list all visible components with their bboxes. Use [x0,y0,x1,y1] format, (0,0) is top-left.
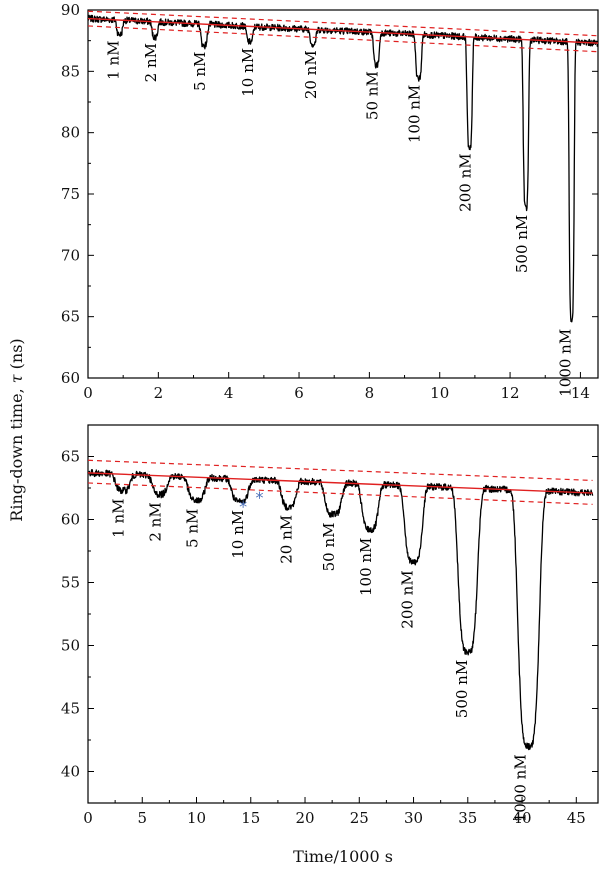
asterisk-marker: * [239,497,247,516]
y-tick-label: 60 [61,369,80,387]
upper-band-line [87,459,593,482]
upper-band-line [87,10,599,37]
y-tick-label: 40 [61,763,80,781]
y-tick-label: 65 [61,448,80,466]
concentration-label: 10 nM [239,48,257,97]
signal-trace [87,14,599,323]
x-tick-label: 35 [458,809,477,827]
x-axis-title: Time/1000 s [293,847,393,866]
concentration-label: 1 nM [110,499,128,538]
plot-frame [87,424,599,804]
x-tick-label: 5 [137,809,147,827]
concentration-label: 50 nM [320,523,338,572]
x-tick-label: 4 [224,384,234,402]
y-tick-label: 90 [61,1,80,19]
concentration-label: 5 nM [184,509,202,548]
x-tick-label: 6 [294,384,304,402]
x-tick-label: 20 [295,809,314,827]
x-tick-label: 14 [571,384,590,402]
concentration-label: 1000 nM [512,754,530,822]
concentration-label: 5 nM [191,52,209,91]
concentration-label: 2 nM [142,43,160,82]
concentration-label: 100 nM [406,85,424,143]
x-tick-label: 2 [154,384,164,402]
concentration-label: 500 nM [453,660,471,718]
y-tick-label: 65 [61,308,80,326]
x-tick-label: 30 [404,809,423,827]
y-tick-label: 85 [61,62,80,80]
concentration-label: 20 nM [278,515,296,564]
baseline-fit-line [87,472,593,494]
plot-frame [87,9,599,379]
concentration-label: 200 nM [399,570,417,628]
concentration-label: 100 nM [357,538,375,596]
y-tick-label: 55 [61,574,80,592]
concentration-label: 500 nM [513,215,531,273]
concentration-label: 1 nM [105,41,123,80]
x-tick-label: 10 [430,384,449,402]
baseline-fit-line [87,17,599,44]
x-tick-label: 45 [567,809,586,827]
lower-band-line [87,25,599,53]
concentration-label: 2 nM [147,502,165,541]
x-tick-label: 15 [241,809,260,827]
x-tick-label: 0 [83,384,93,402]
x-tick-label: 0 [83,809,93,827]
y-axis-title: Ring-down time, τ (ns) [7,338,26,521]
concentration-label: 20 nM [302,50,320,99]
y-tick-label: 50 [61,637,80,655]
top-panel: 60 65 70 75 80 85 90 0 2 4 6 8 10 12 14 1 nM 2 nM 5 nM 10 … [61,1,599,402]
y-tick-label: 75 [61,185,80,203]
x-tick-label: 10 [187,809,206,827]
x-tick-label: 25 [350,809,369,827]
concentration-label: 50 nM [363,71,381,120]
y-tick-label: 60 [61,511,80,529]
x-tick-label: 40 [512,809,531,827]
y-tick-label: 80 [61,124,80,142]
y-tick-label: 70 [61,246,80,264]
concentration-label: 1000 nM [557,329,575,397]
asterisk-marker: * [255,488,263,507]
lower-band-line [87,482,593,505]
x-tick-label: 8 [365,384,375,402]
bottom-panel: 40 45 50 55 60 65 0 5 10 15 20 25 30 35 40 45 1 nM 2 nM 5 … [61,424,599,827]
concentration-label: 10 nM [229,510,247,559]
x-tick-label: 12 [501,384,520,402]
concentration-label: 200 nM [457,153,475,211]
y-tick-label: 45 [61,700,80,718]
